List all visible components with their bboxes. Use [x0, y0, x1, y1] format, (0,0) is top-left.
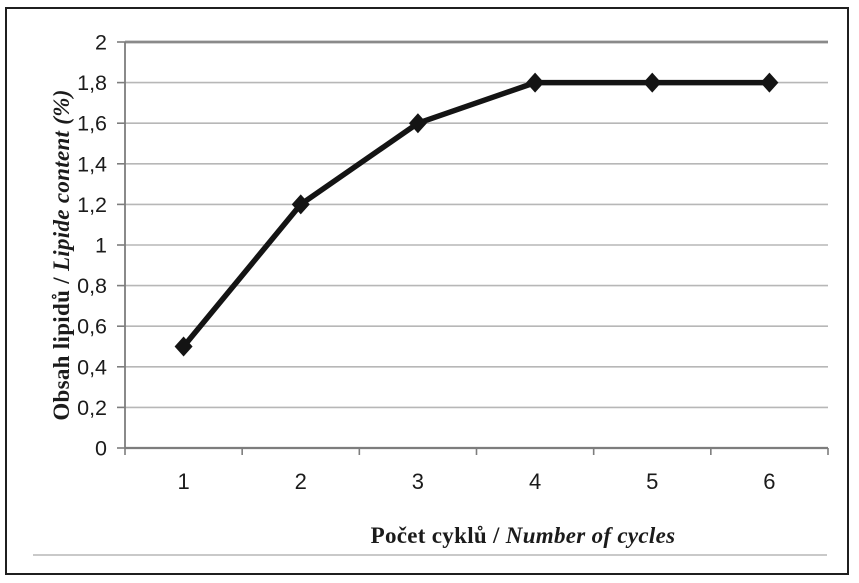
y-tick-labels: 0 0,2 0,4 0,6 0,8 1 1,2 1,4 1,6 1,8 2 [77, 31, 107, 461]
diamond-marker [174, 336, 193, 357]
diamond-marker [291, 194, 310, 215]
y-axis-title-czech: Obsah lipidů [49, 289, 74, 421]
x-axis-title-separator: / [486, 523, 506, 548]
axis-tick-marks [117, 41, 829, 455]
x-axis-title-czech: Počet cyklů [370, 523, 487, 548]
y-axis-title-english: Lipide content (%) [49, 89, 74, 272]
y-tick-label: 1 [95, 234, 107, 258]
diamond-marker [760, 72, 779, 93]
y-tick-label: 0 [95, 437, 107, 461]
data-point-markers [174, 72, 779, 357]
y-tick-label: 1,2 [77, 193, 107, 217]
y-axis-title: Obsah lipidů / Lipide content (%) [49, 89, 75, 420]
y-tick-label: 1,4 [77, 152, 107, 176]
x-axis-title-english: Number of cycles [505, 523, 676, 548]
x-tick-label: 4 [529, 469, 541, 494]
x-tick-label: 3 [412, 469, 424, 494]
diamond-marker [643, 72, 662, 93]
y-axis-title-separator: / [49, 271, 74, 290]
x-axis-title: Počet cyklů / Number of cycles [371, 523, 676, 549]
diamond-marker [408, 113, 427, 134]
y-tick-label: 2 [95, 31, 107, 55]
gridlines [125, 40, 828, 409]
x-tick-label: 2 [295, 469, 307, 494]
x-tick-label: 1 [177, 469, 189, 494]
x-tick-labels: 1 2 3 4 5 6 [177, 469, 775, 494]
y-tick-label: 0,6 [77, 315, 107, 339]
y-tick-label: 1,6 [77, 112, 107, 136]
y-tick-label: 0,8 [77, 274, 107, 298]
chart-bottom-divider [33, 554, 827, 556]
diamond-marker [526, 72, 545, 93]
x-tick-label: 5 [646, 469, 658, 494]
y-tick-label: 0,4 [77, 355, 107, 379]
data-series-line [180, 79, 773, 350]
y-tick-label: 1,8 [77, 71, 107, 95]
y-tick-label: 0,2 [77, 396, 107, 420]
x-tick-label: 6 [763, 469, 775, 494]
figure-frame [5, 7, 849, 575]
